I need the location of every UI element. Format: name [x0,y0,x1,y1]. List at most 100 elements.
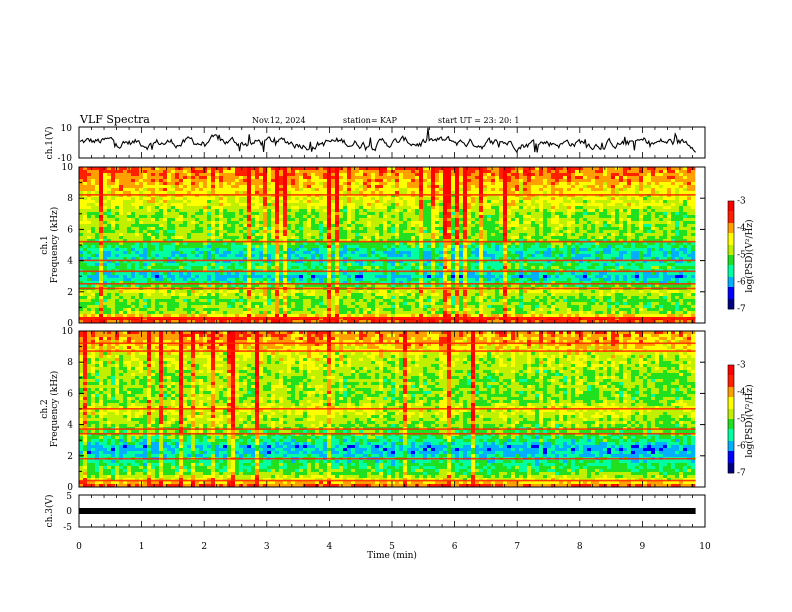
spectrogram-cell [243,311,248,315]
spectrogram-cell [235,248,240,252]
spectrogram-cell [279,239,284,243]
spectrogram-cell [367,206,372,210]
spectrogram-cell [255,305,260,309]
spectrogram-cell [171,236,176,240]
spectrogram-cell [275,308,280,312]
spectrogram-cell [199,245,204,249]
spectrogram-cell [371,218,376,222]
spectrogram-cell [455,254,460,258]
spectrogram-cell [239,290,244,294]
spectrogram-cell [283,167,288,171]
spectrogram-cell [351,230,356,234]
spectrogram-cell [155,314,160,318]
spectrogram-cell [319,227,324,231]
spectrogram-cell [451,182,456,186]
spectrogram-cell [371,248,376,252]
spectrogram-cell [447,254,452,258]
spectrogram-cell [327,284,332,288]
spectrogram-cell [419,176,424,180]
spectrogram-cell [415,266,420,270]
spectrogram-cell [319,254,324,258]
spectrogram-cell [267,224,272,228]
spectrogram-cell [399,233,404,237]
spectrogram-cell [375,182,380,186]
spectrogram-cell [395,242,400,246]
spectrogram-cell [247,275,252,279]
spectrogram-cell [399,236,404,240]
spectrogram-cell [207,170,212,174]
spectrogram-cell [411,254,416,258]
spectrogram-cell [83,260,88,264]
spectrogram-cell [407,200,412,204]
spectrogram-cell [139,215,144,219]
spectrogram-cell [287,251,292,255]
spectrogram-cell [451,314,456,318]
spectrogram-cell [123,296,128,300]
spectrogram-cell [107,227,112,231]
spectrogram-cell [287,173,292,177]
spectrogram-cell [267,260,272,264]
spectrogram-cell [303,218,308,222]
spectrogram-cell [239,191,244,195]
spectrogram-cell [111,320,116,324]
spectrogram-cell [435,227,440,231]
spectrogram-cell [255,227,260,231]
spectrogram-cell [207,233,212,237]
spectrogram-cell [447,260,452,264]
spectrogram-cell [311,236,316,240]
spectrogram-cell [251,308,256,312]
spectrogram-cell [175,206,180,210]
spectrogram-cell [255,182,260,186]
spectrogram-cell [231,305,236,309]
spectrogram-cell [91,257,96,261]
spectrogram-cell [207,266,212,270]
spectrogram-cell [163,224,168,228]
date-label: Nov.12, 2024 [252,116,306,125]
spectrogram-cell [259,167,264,171]
spectrogram-cell [347,275,352,279]
spectrogram-cell [99,281,104,285]
spectrogram-cell [335,188,340,192]
spectrogram-cell [231,236,236,240]
spectrogram-cell [175,281,180,285]
spectrogram-cell [343,185,348,189]
spectrogram-cell [195,167,200,171]
spectrogram-cell [435,254,440,258]
spectrogram-cell [419,281,424,285]
spectrogram-cell [431,272,436,276]
spectrogram-cell [351,260,356,264]
spectrogram-cell [83,239,88,243]
spectrogram-cell [355,242,360,246]
spectrogram-cell [83,272,88,276]
spectrogram-cell [367,212,372,216]
spectrogram-cell [223,239,228,243]
spectrogram-cell [175,266,180,270]
spectrogram-cell [171,197,176,201]
spectrogram-cell [203,215,208,219]
spectrogram-cell [299,302,304,306]
spectrogram-cell [283,182,288,186]
spectrogram-cell [287,281,292,285]
spectrogram-cell [79,233,84,237]
spectrogram-cell [307,248,312,252]
spectrogram-cell [135,215,140,219]
spectrogram-cell [131,209,136,213]
spectrogram-cell [263,302,268,306]
spectrogram-cell [347,167,352,171]
spectrogram-cell [371,200,376,204]
spectrogram-cell [311,206,316,210]
spectrogram-cell [395,173,400,177]
spectrogram-cell [167,233,172,237]
spectrogram-cell [103,266,108,270]
spectrogram-cell [223,251,228,255]
spectrogram-cell [391,179,396,183]
spectrogram-cell [271,293,276,297]
spectrogram-cell [307,275,312,279]
spectrogram-cell [439,263,444,267]
spectrogram-cell [295,308,300,312]
spectrogram-cell [323,167,328,171]
spectrogram-cell [455,236,460,240]
spectrogram-cell [407,167,412,171]
spectrogram-cell [127,272,132,276]
spectrogram-cell [231,221,236,225]
